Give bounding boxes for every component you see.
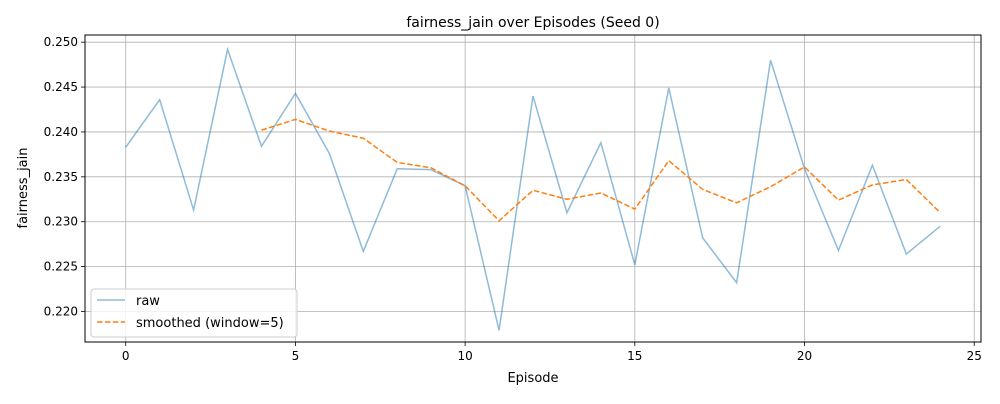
legend-label-smoothed: smoothed (window=5) <box>136 316 284 331</box>
plot-frame <box>84 34 982 343</box>
x-tick-label: 15 <box>627 349 642 363</box>
legend-label-raw: raw <box>136 294 160 309</box>
x-tick-label: 10 <box>457 349 472 363</box>
chart-title: fairness_jain over Episodes (Seed 0) <box>406 15 659 31</box>
x-tick-label: 5 <box>292 349 300 363</box>
x-axis: 0 5 10 15 20 25 <box>122 342 982 363</box>
series-layer <box>125 46 941 331</box>
y-tick-label: 0.250 <box>44 35 78 49</box>
y-axis-label: fairness_jain <box>16 148 31 229</box>
x-axis-label: Episode <box>507 371 558 386</box>
x-tick-label: 0 <box>122 349 130 363</box>
y-tick-label: 0.225 <box>44 260 78 274</box>
legend: raw smoothed (window=5) <box>90 288 298 338</box>
y-tick-label: 0.240 <box>44 125 78 139</box>
y-tick-label: 0.235 <box>44 170 78 184</box>
x-tick-label: 20 <box>797 349 812 363</box>
y-tick-label: 0.230 <box>44 215 78 229</box>
y-tick-label: 0.220 <box>44 304 78 318</box>
legend-box <box>90 288 298 338</box>
y-axis: 0.220 0.225 0.230 0.235 0.240 0.245 0.250 <box>44 35 85 318</box>
x-tick-label: 25 <box>967 349 982 363</box>
series-raw-line <box>125 46 941 331</box>
y-tick-label: 0.245 <box>44 80 78 94</box>
series-smoothed-line <box>261 118 941 222</box>
